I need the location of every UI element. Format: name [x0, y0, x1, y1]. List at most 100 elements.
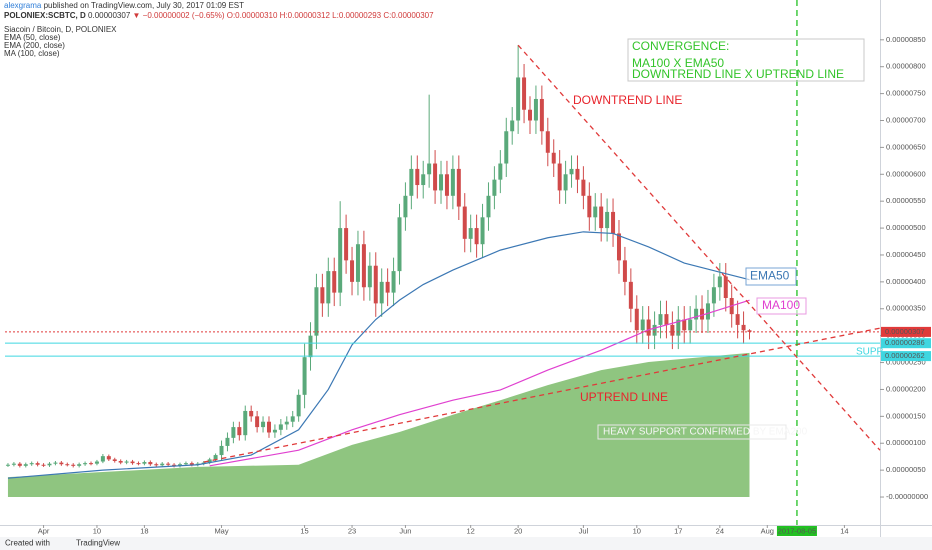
candle-body: [385, 281, 390, 293]
support-box: [597, 424, 787, 440]
y-tick-label: 0.00000750: [886, 89, 926, 98]
candle-body: [160, 463, 165, 466]
candle-body: [11, 463, 16, 465]
ema50-box: [745, 267, 797, 286]
y-tick-label: 0.00000400: [886, 277, 926, 286]
candle-body: [237, 427, 242, 436]
candle-body: [272, 429, 277, 433]
symbol: POLONIEX:SCBTC, D: [4, 11, 86, 20]
candle-body: [35, 463, 40, 465]
candle-body: [652, 324, 657, 336]
y-tick-label: -0.00000000: [886, 492, 928, 501]
publisher: alexgrama: [4, 1, 42, 10]
candle-body: [516, 77, 521, 121]
candle-body: [172, 464, 177, 466]
legend-entry: MA (100, close): [4, 49, 60, 58]
annotation: MA100: [762, 298, 800, 312]
candle-body: [213, 455, 218, 460]
candle-body: [142, 462, 147, 464]
candle-body: [178, 464, 182, 466]
x-tick-label: Jul: [579, 526, 589, 535]
candle-body: [249, 410, 254, 417]
plot-area: [5, 0, 881, 525]
annotation: UPTREND LINE: [580, 390, 668, 404]
candle-body: [290, 416, 295, 422]
candle-body: [308, 335, 313, 358]
candle-body: [581, 179, 586, 196]
footer-band: [0, 537, 932, 550]
price-label: 0.00000286: [885, 338, 925, 347]
candle-body: [361, 244, 366, 288]
candle-body: [545, 131, 550, 153]
ohlc: O:0.00000310 H:0.00000312 L:0.00000293 C…: [227, 11, 434, 20]
candle-body: [700, 308, 705, 320]
candle-body: [344, 228, 349, 261]
legend-title: Siacoin / Bitcoin, D, POLONIEX: [4, 25, 117, 34]
date-label: 2017-08-05: [778, 526, 816, 535]
header-line: alexgrama published on TradingView.com, …: [4, 1, 244, 10]
y-tick-label: 0.00000200: [886, 384, 926, 393]
ema200-area: [7, 352, 750, 498]
candle-body: [166, 463, 171, 465]
candle-body: [350, 260, 355, 282]
candle-body: [124, 461, 129, 463]
convergence-box: [627, 38, 865, 82]
candle-body: [634, 308, 639, 331]
candle-body: [391, 271, 396, 293]
annotation: CONVERGENCE:: [632, 39, 729, 53]
y-tick-label: 0.00000650: [886, 142, 926, 151]
candle-body: [326, 271, 331, 304]
candle-body: [427, 163, 432, 175]
candle-body: [207, 459, 212, 463]
candle-body: [130, 461, 135, 464]
candle-body: [409, 168, 414, 196]
candle-body: [183, 463, 188, 465]
candle-body: [302, 357, 307, 395]
candle-body: [53, 462, 58, 464]
annotation: DOWNTREND LINE X UPTREND LINE: [632, 67, 844, 81]
y-tick-label: 0.00000050: [886, 465, 926, 474]
candle-body: [640, 319, 645, 331]
candle-body: [646, 319, 651, 336]
annotation: EMA50: [750, 269, 790, 283]
x-tick-label: 14: [840, 526, 848, 535]
candle-body: [723, 276, 728, 299]
legend-entry: EMA (50, close): [4, 33, 61, 42]
annotation: SUPP: [856, 347, 884, 358]
candle-body: [664, 314, 669, 325]
candle-body: [94, 461, 99, 464]
trend-line: [517, 44, 881, 451]
y-tick-label: 0.00000850: [886, 35, 926, 44]
x-tick-label: 10: [633, 526, 641, 535]
x-tick-label: 24: [716, 526, 724, 535]
candle-body: [474, 228, 479, 245]
y-tick-label: 0.00000100: [886, 438, 926, 447]
candle-body: [539, 98, 544, 132]
candle-body: [444, 174, 449, 196]
candle-body: [616, 233, 621, 261]
candle-body: [148, 462, 153, 465]
y-tick-label: 0.00000450: [886, 250, 926, 259]
candle-body: [587, 195, 592, 218]
candle-body: [522, 77, 527, 110]
candle-body: [338, 228, 343, 293]
candle-body: [403, 195, 408, 218]
candle-body: [29, 463, 34, 465]
candle-body: [528, 109, 532, 121]
candle-body: [83, 463, 88, 465]
footer-brand[interactable]: TradingView: [76, 539, 120, 548]
indicator-line: [7, 231, 750, 479]
candle-body: [735, 314, 740, 325]
candle-body: [498, 163, 503, 180]
candle-body: [741, 324, 746, 331]
y-tick-label: 0.00000550: [886, 196, 926, 205]
last-price: 0.00000307: [88, 11, 131, 20]
candle-body: [136, 463, 141, 465]
candle-body: [694, 308, 699, 320]
x-tick-label: 12: [467, 526, 475, 535]
candle-body: [225, 437, 230, 446]
x-tick-label: May: [214, 526, 228, 535]
y-tick-label: 0.00000150: [886, 411, 926, 420]
